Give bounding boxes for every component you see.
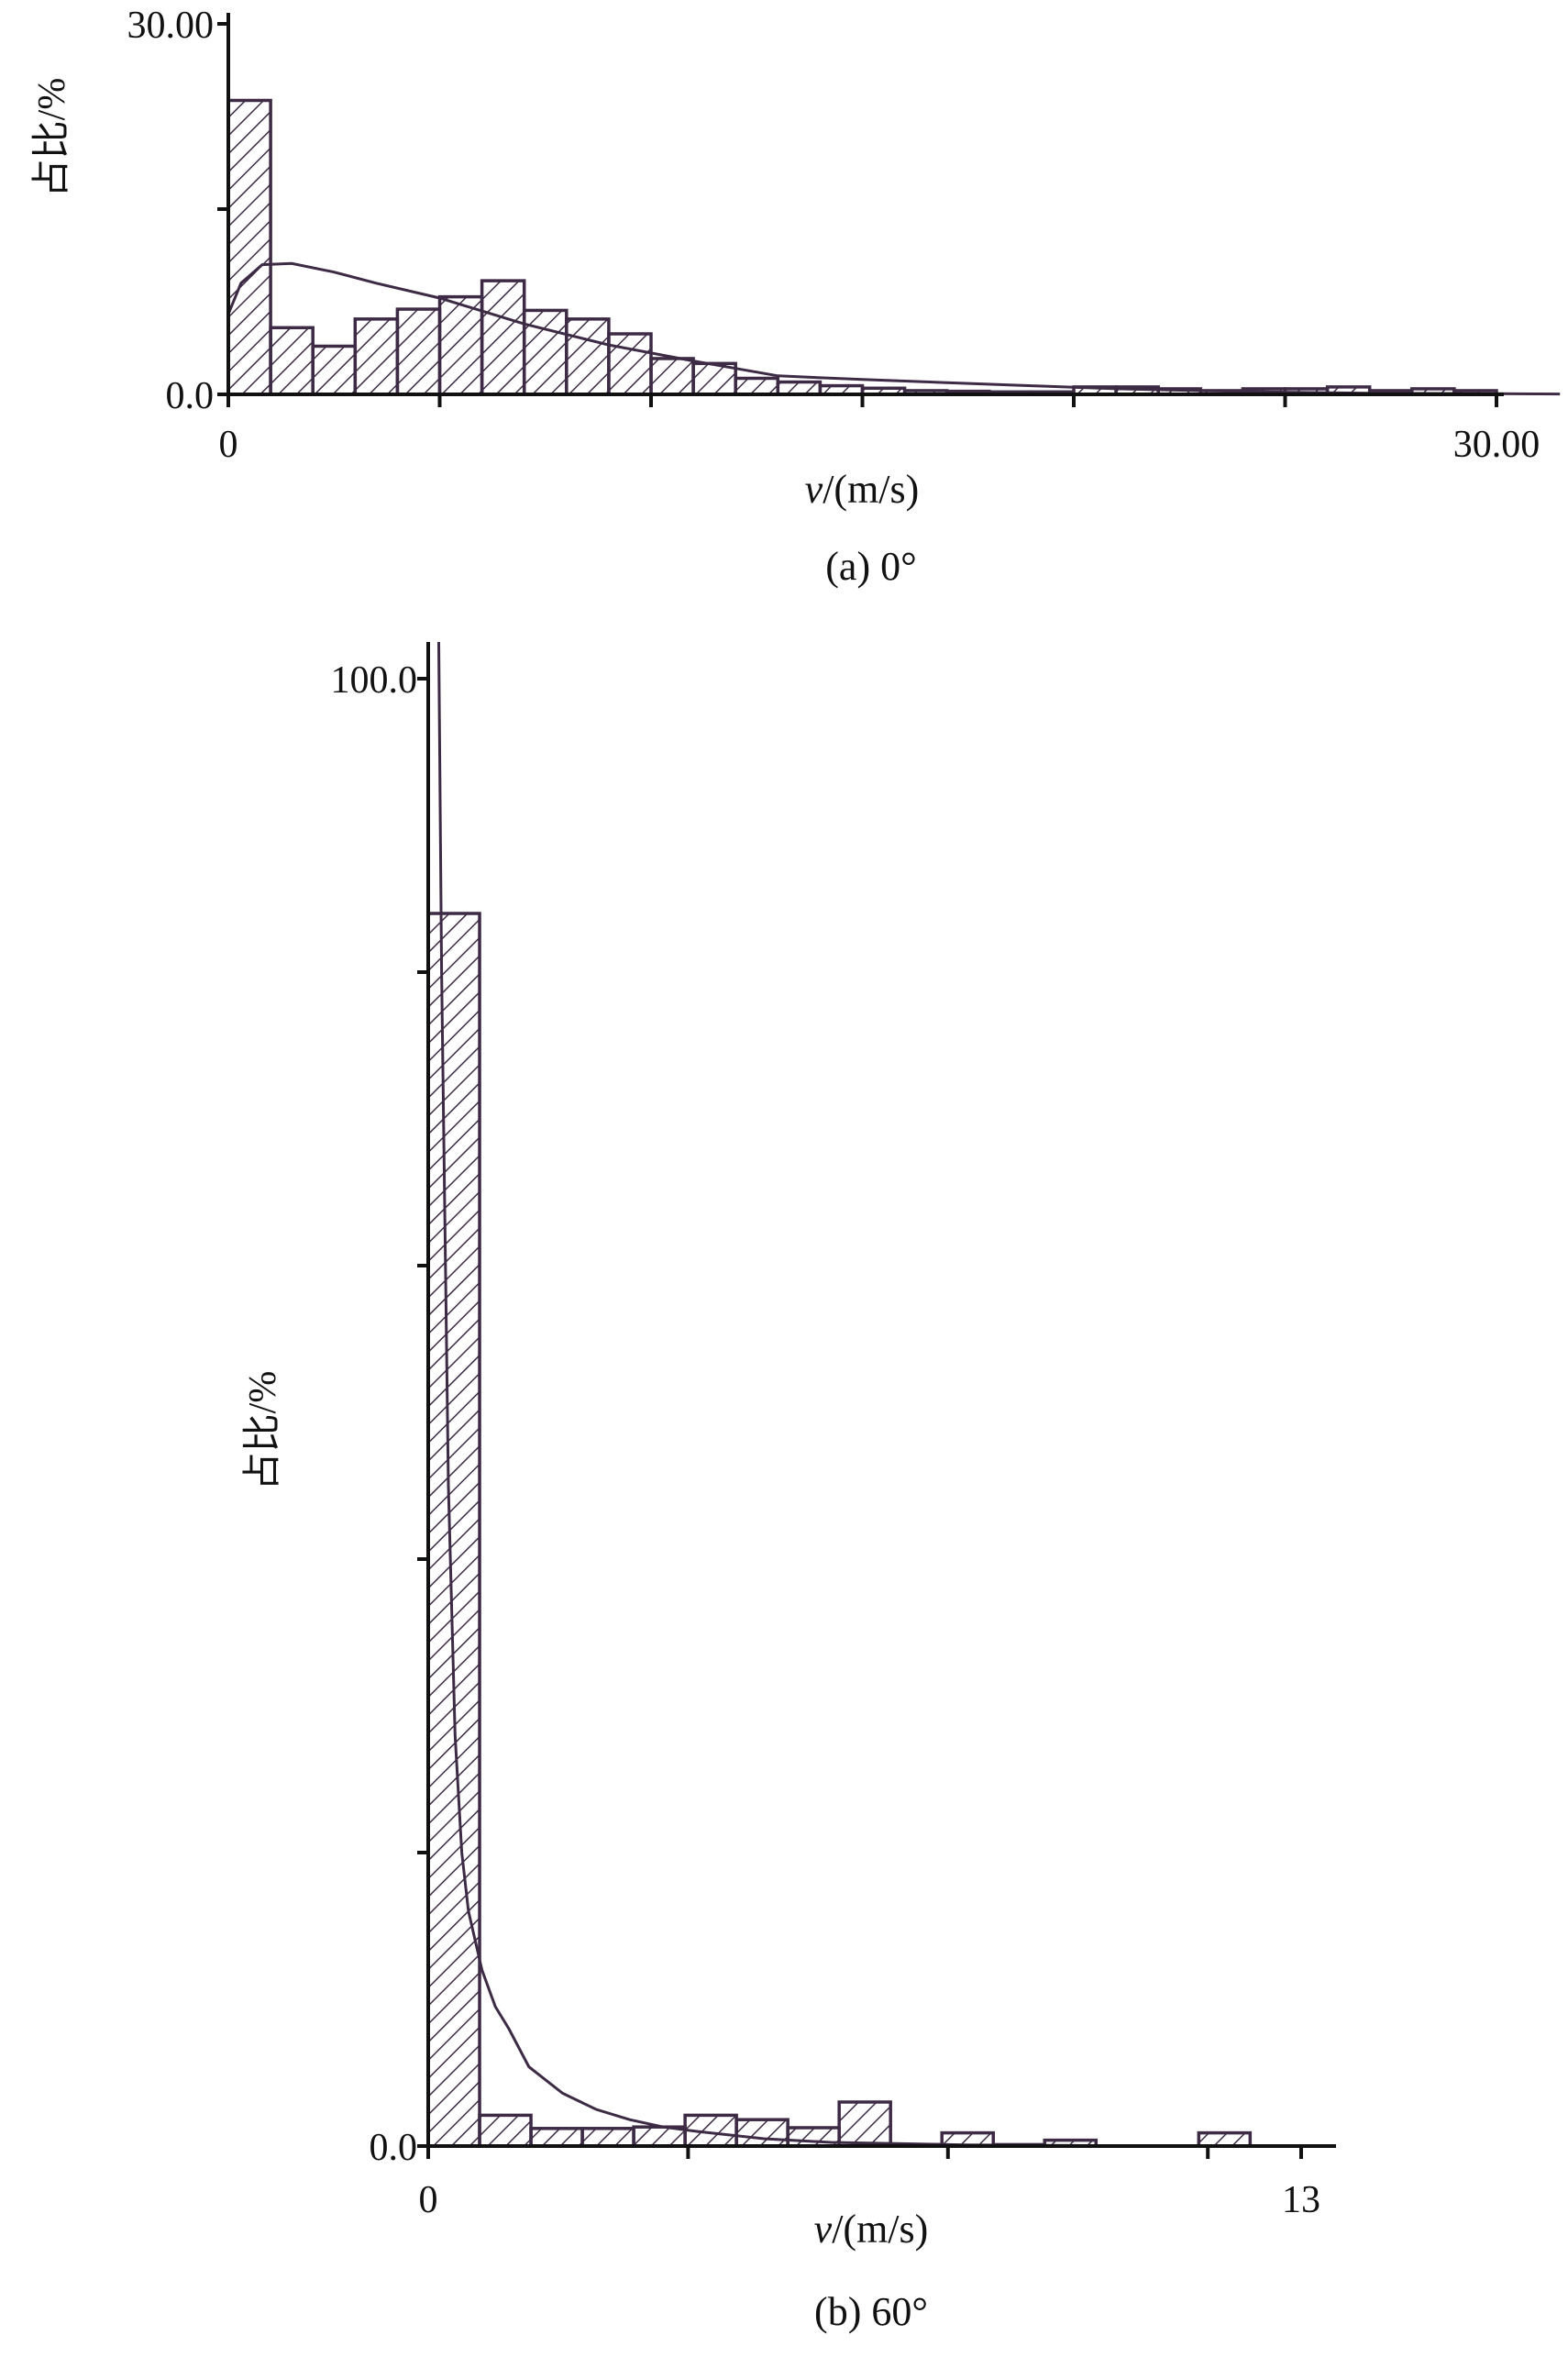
y-tick-label: 100.0 bbox=[331, 659, 418, 702]
chart-caption: (b) 60° bbox=[814, 2289, 928, 2334]
histogram-bar bbox=[426, 912, 481, 2148]
y-axis-label: 占比/% bbox=[31, 78, 73, 198]
x-tick-label: 0 bbox=[419, 2179, 438, 2221]
histogram-bar bbox=[395, 307, 442, 396]
histogram-bar bbox=[311, 344, 358, 396]
histogram-bar bbox=[565, 317, 611, 396]
histogram-bar bbox=[734, 2118, 790, 2148]
histogram-bar bbox=[353, 317, 400, 396]
x-tick-label: 0 bbox=[219, 424, 238, 466]
histogram-bar bbox=[776, 380, 823, 396]
histogram-bar bbox=[607, 332, 653, 396]
histogram-bar bbox=[649, 357, 695, 396]
histogram-bar bbox=[734, 376, 780, 396]
histogram-bar bbox=[522, 308, 569, 396]
histogram-bar bbox=[226, 98, 272, 396]
y-tick-label: 0.0 bbox=[166, 375, 215, 417]
histogram-bar bbox=[478, 2113, 533, 2148]
x-tick-label: 30.00 bbox=[1453, 424, 1540, 466]
x-axis-label: v/(m/s) bbox=[805, 467, 920, 512]
chart-b: 0.0 100.0 0 13 v/(m/s) 占比/% (b) 60° bbox=[242, 642, 1336, 2334]
x-axis-label: v/(m/s) bbox=[814, 2207, 929, 2252]
y-tick-label: 30.00 bbox=[127, 5, 215, 47]
histogram-bar bbox=[837, 2100, 892, 2148]
histogram-bar bbox=[437, 294, 484, 396]
y-axis-label: 占比/% bbox=[242, 1371, 284, 1491]
histogram-bar bbox=[529, 2127, 584, 2148]
histogram-bar bbox=[480, 279, 526, 396]
histogram-bar bbox=[1197, 2130, 1253, 2148]
histogram-bar bbox=[580, 2127, 635, 2148]
histogram-bar bbox=[269, 326, 315, 396]
chart-a: 0.0 30.00 0 30.00 v/(m/s) 占比/% (a) 0° bbox=[31, 5, 1561, 589]
y-tick-label: 0.0 bbox=[370, 2127, 418, 2169]
fit-curve bbox=[436, 642, 1302, 2148]
fit-curve bbox=[228, 261, 1561, 396]
x-tick-label: 13 bbox=[1282, 2179, 1320, 2221]
chart-caption: (a) 0° bbox=[825, 544, 916, 589]
